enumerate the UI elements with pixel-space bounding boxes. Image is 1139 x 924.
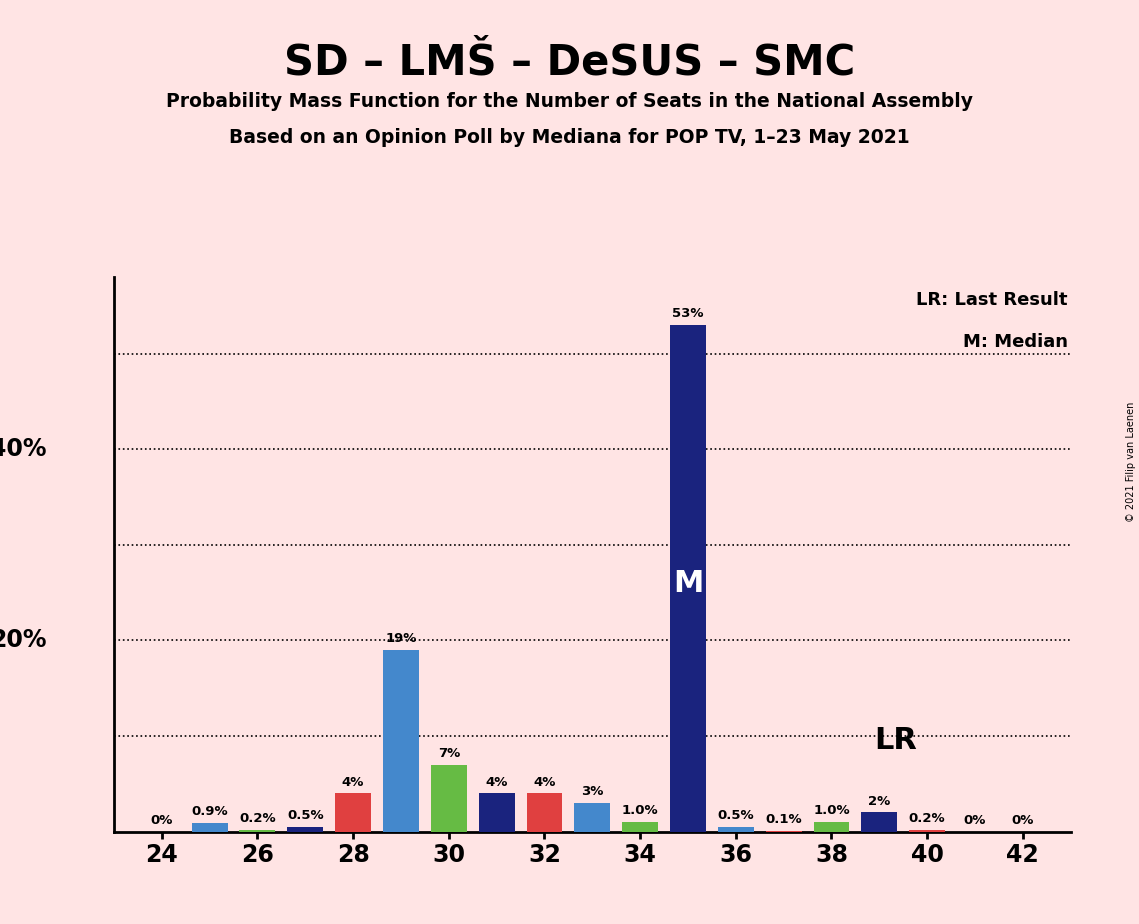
Bar (383, 650, 419, 832)
Text: 1.0%: 1.0% (813, 804, 850, 817)
Text: © 2021 Filip van Laenen: © 2021 Filip van Laenen (1126, 402, 1136, 522)
Text: SD – LMŠ – DeSUS – SMC: SD – LMŠ – DeSUS – SMC (284, 42, 855, 83)
Bar (191, 823, 228, 832)
Text: 0.9%: 0.9% (191, 805, 228, 819)
Text: 0.5%: 0.5% (287, 809, 323, 822)
Text: M: Median: M: Median (962, 333, 1067, 350)
Bar (239, 830, 276, 832)
Bar (718, 827, 754, 832)
Text: 19%: 19% (385, 632, 417, 645)
Bar (670, 325, 706, 832)
Bar (813, 822, 850, 832)
Text: M: M (673, 568, 703, 598)
Bar (478, 794, 515, 832)
Bar (909, 830, 945, 832)
Bar (526, 794, 563, 832)
Text: 4%: 4% (533, 775, 556, 788)
Bar (335, 794, 371, 832)
Text: 53%: 53% (672, 307, 704, 321)
Text: Probability Mass Function for the Number of Seats in the National Assembly: Probability Mass Function for the Number… (166, 92, 973, 112)
Bar (431, 765, 467, 832)
Text: 2%: 2% (868, 795, 891, 808)
Text: 0.2%: 0.2% (239, 812, 276, 825)
Bar (765, 831, 802, 832)
Text: 1.0%: 1.0% (622, 804, 658, 817)
Text: 7%: 7% (437, 747, 460, 760)
Text: LR: Last Result: LR: Last Result (916, 291, 1067, 309)
Text: Based on an Opinion Poll by Mediana for POP TV, 1–23 May 2021: Based on an Opinion Poll by Mediana for … (229, 128, 910, 147)
Text: 3%: 3% (581, 785, 604, 798)
Text: 0.2%: 0.2% (909, 812, 945, 825)
Text: 4%: 4% (342, 775, 364, 788)
Text: 40%: 40% (0, 437, 47, 461)
Text: 0.1%: 0.1% (765, 813, 802, 826)
Text: 0%: 0% (964, 814, 986, 827)
Bar (861, 812, 898, 832)
Text: 4%: 4% (485, 775, 508, 788)
Text: LR: LR (875, 726, 918, 755)
Bar (622, 822, 658, 832)
Text: 0.5%: 0.5% (718, 809, 754, 822)
Text: 0%: 0% (150, 814, 173, 827)
Text: 0%: 0% (1011, 814, 1034, 827)
Text: 20%: 20% (0, 628, 47, 652)
Bar (287, 827, 323, 832)
Bar (574, 803, 611, 832)
